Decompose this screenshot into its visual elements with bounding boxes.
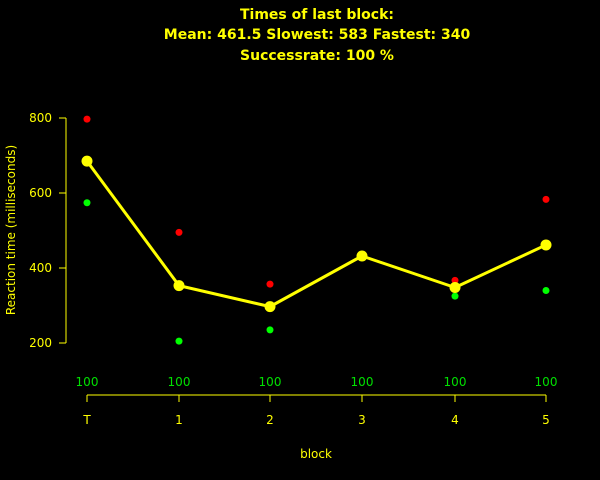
- y-axis-label: Reaction time (milliseconds): [4, 145, 18, 315]
- x-tick-label: 1: [175, 413, 183, 427]
- slowest-point: [542, 195, 550, 203]
- fastest-point: [542, 287, 550, 294]
- series-layer: [81, 115, 552, 345]
- y-tick-label: 400: [29, 261, 52, 275]
- fastest-point: [83, 199, 91, 207]
- chart-title-line-2: Mean: 461.5 Slowest: 583 Fastest: 340: [164, 27, 471, 43]
- y-tick-label: 800: [29, 111, 52, 125]
- success-rate-label: 100: [259, 375, 282, 389]
- chart-title-line-1: Times of last block:: [240, 7, 394, 23]
- slowest-point: [175, 228, 183, 236]
- chart-title-line-3: Successrate: 100 %: [240, 48, 394, 64]
- slowest-point: [83, 115, 91, 123]
- success-rate-label: 100: [351, 375, 374, 389]
- success-rate-label: 100: [444, 375, 467, 389]
- slowest-point: [266, 280, 274, 288]
- mean-point: [81, 155, 93, 167]
- success-rate-label: 100: [168, 375, 191, 389]
- x-axis-label: block: [300, 447, 332, 461]
- success-rate-label: 100: [535, 375, 558, 389]
- mean-point: [449, 282, 461, 293]
- success-rate-label: 100: [76, 375, 99, 389]
- mean-point: [264, 301, 276, 313]
- y-axis: 200 400 600 800: [29, 111, 67, 350]
- mean-point: [356, 250, 368, 262]
- x-axis: T 1 2 3 4 5: [82, 394, 550, 427]
- fastest-point: [266, 326, 274, 334]
- mean-line: [85, 160, 547, 309]
- x-tick-label: 3: [358, 413, 366, 427]
- success-rate-row: 100 100 100 100 100 100: [76, 375, 558, 389]
- x-tick-label: 4: [451, 413, 459, 427]
- y-tick-label: 200: [29, 336, 52, 350]
- mean-point: [173, 280, 185, 292]
- x-tick-label: 5: [542, 413, 550, 427]
- y-tick-label: 600: [29, 186, 52, 200]
- slowest-point: [451, 276, 459, 284]
- mean-point: [540, 239, 552, 251]
- x-tick-label: 2: [266, 413, 274, 427]
- x-tick-label: T: [82, 413, 91, 427]
- fastest-point: [175, 337, 183, 345]
- fastest-point: [451, 292, 459, 300]
